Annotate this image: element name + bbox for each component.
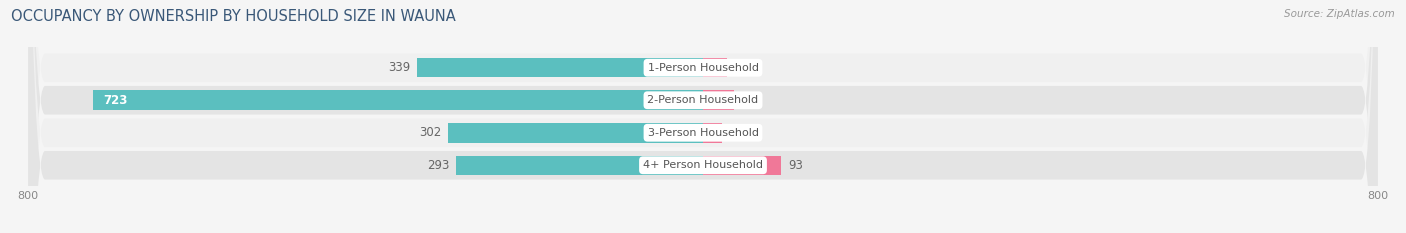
Bar [418, 58, 703, 78]
Text: 723: 723 [103, 94, 128, 107]
FancyBboxPatch shape [28, 0, 1378, 233]
Text: 2-Person Household: 2-Person Household [647, 95, 759, 105]
Text: 28: 28 [734, 61, 748, 74]
Text: 37: 37 [741, 94, 756, 107]
Text: 293: 293 [426, 159, 449, 172]
Text: Source: ZipAtlas.com: Source: ZipAtlas.com [1284, 9, 1395, 19]
Text: 4+ Person Household: 4+ Person Household [643, 160, 763, 170]
Bar [703, 155, 782, 175]
Text: 1-Person Household: 1-Person Household [648, 63, 758, 73]
FancyBboxPatch shape [28, 0, 1378, 233]
Bar [456, 155, 703, 175]
Text: OCCUPANCY BY OWNERSHIP BY HOUSEHOLD SIZE IN WAUNA: OCCUPANCY BY OWNERSHIP BY HOUSEHOLD SIZE… [11, 9, 456, 24]
FancyBboxPatch shape [28, 0, 1378, 233]
Bar [449, 123, 703, 143]
FancyBboxPatch shape [28, 0, 1378, 233]
Bar [703, 58, 727, 78]
Text: 93: 93 [789, 159, 803, 172]
Text: 3-Person Household: 3-Person Household [648, 128, 758, 138]
Bar [703, 123, 721, 143]
Text: 302: 302 [419, 126, 441, 139]
Bar [93, 90, 703, 110]
Text: 22: 22 [728, 126, 744, 139]
Bar [703, 90, 734, 110]
Text: 339: 339 [388, 61, 411, 74]
